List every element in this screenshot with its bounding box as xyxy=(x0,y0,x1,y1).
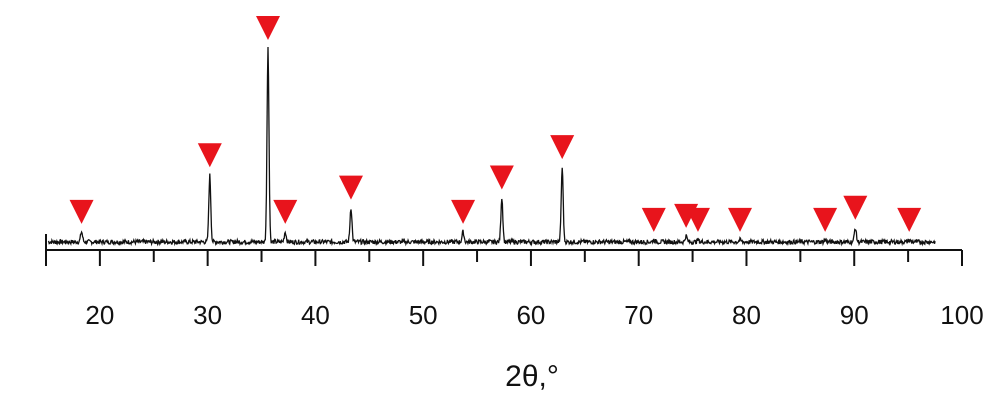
peak-marker xyxy=(843,195,868,220)
peak-marker xyxy=(550,135,575,160)
peak-marker xyxy=(69,199,94,224)
x-tick-label: 90 xyxy=(840,300,869,330)
x-axis-tick-labels: 20 30 40 50 60 70 80 90 100 xyxy=(85,300,983,330)
peak-marker xyxy=(273,199,298,224)
x-tick-label: 40 xyxy=(301,300,330,330)
peak-marker xyxy=(197,143,222,168)
peak-marker xyxy=(338,175,363,200)
peak-marker xyxy=(685,207,710,232)
x-tick-label: 70 xyxy=(624,300,653,330)
peak-marker xyxy=(489,165,514,190)
diffraction-line xyxy=(47,46,936,247)
x-tick-label: 100 xyxy=(940,300,983,330)
diffraction-trace xyxy=(47,46,936,247)
peak-marker xyxy=(813,207,838,232)
x-tick-label: 60 xyxy=(516,300,545,330)
x-tick-label: 50 xyxy=(409,300,438,330)
x-axis-title: 2θ,° xyxy=(505,360,559,393)
peak-marker xyxy=(641,207,666,232)
peak-marker xyxy=(728,207,753,232)
x-axis-ticks xyxy=(45,250,963,266)
peak-marker xyxy=(897,207,922,232)
peak-marker xyxy=(255,16,280,40)
x-tick-label: 80 xyxy=(732,300,761,330)
peak-markers xyxy=(69,16,922,232)
x-tick-label: 20 xyxy=(85,300,114,330)
x-tick-label: 30 xyxy=(193,300,222,330)
peak-marker xyxy=(451,199,476,224)
